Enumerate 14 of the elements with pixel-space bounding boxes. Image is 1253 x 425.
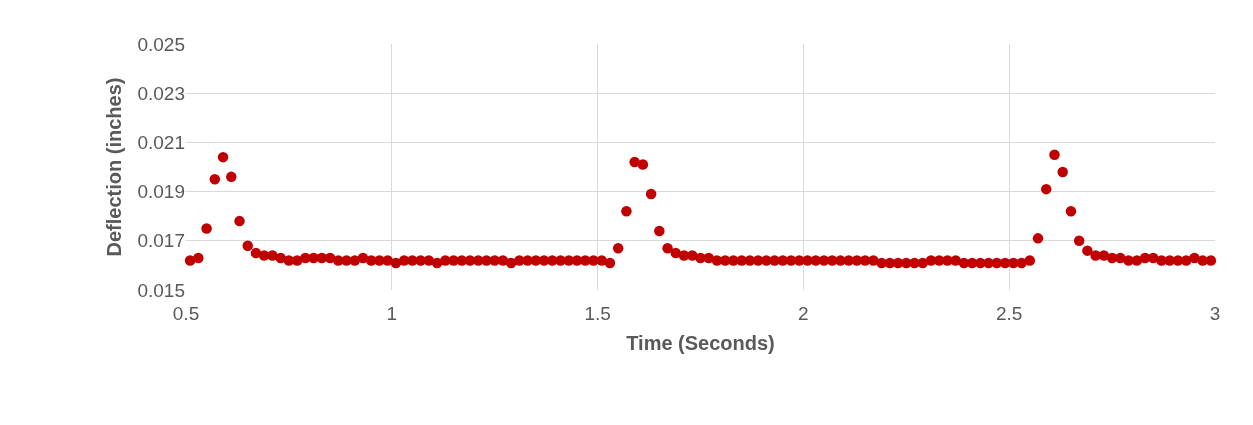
x-tick-label: 3 [1209,303,1221,324]
y-axis-title: Deflection (inches) [102,77,125,257]
y-tick-label: 0.017 [137,230,185,252]
y-tick-label: 0.025 [137,33,185,55]
y-tick-label: 0.023 [137,82,185,104]
x-tick-label: 1.5 [584,303,611,324]
x-tick-label: 0.5 [172,303,200,324]
y-tick-label: 0.019 [137,181,185,203]
x-tick-label: 2.5 [995,303,1023,324]
y-tick-label: 0.015 [137,279,185,301]
x-axis-title: Time (Seconds) [626,331,775,354]
x-tick-label: 2 [798,303,809,324]
x-tick-label: 1 [386,303,398,324]
y-tick-label: 0.021 [137,132,185,154]
